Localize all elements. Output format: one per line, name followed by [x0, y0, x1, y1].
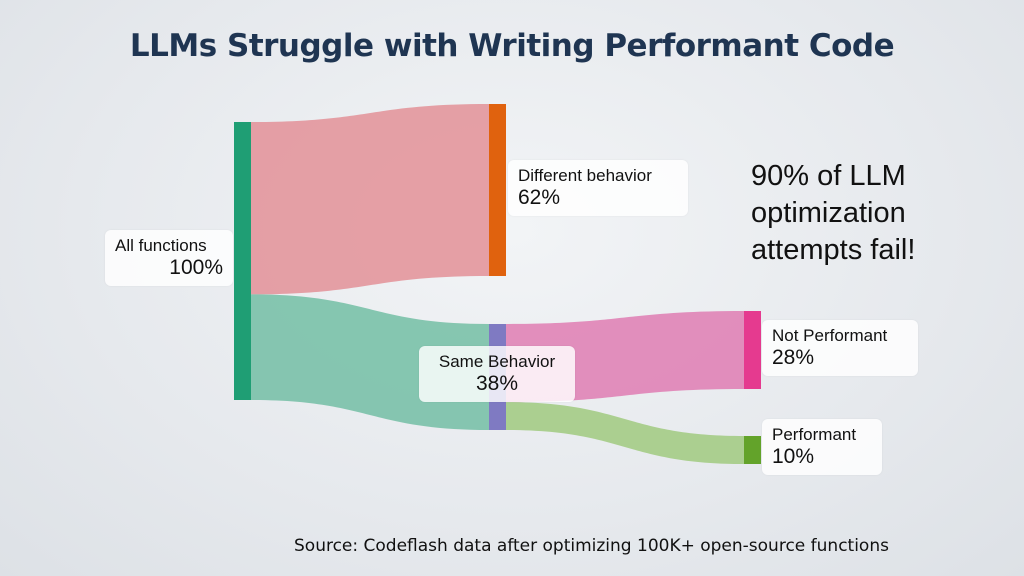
label-performant: Performant 10%: [762, 419, 882, 475]
node-name: All functions: [115, 236, 207, 255]
label-different-behavior: Different behavior 62%: [508, 160, 688, 216]
node-value: 28%: [772, 345, 815, 369]
node-performant: [744, 436, 761, 464]
link-all-to-different-behavior: [251, 104, 489, 295]
node-name: Performant: [772, 425, 857, 444]
source-note: Source: Codeflash data after optimizing …: [294, 536, 889, 556]
page-title: LLMs Struggle with Writing Performant Co…: [129, 28, 895, 64]
node-name: Different behavior: [518, 166, 652, 185]
node-name: Same Behavior: [438, 352, 556, 371]
link-same-to-performant: [506, 402, 744, 464]
label-all-functions: All functions 100%: [105, 230, 233, 286]
label-same-behavior: Same Behavior 38%: [419, 346, 575, 402]
label-not-performant: Not Performant 28%: [762, 320, 918, 376]
node-value: 100%: [169, 255, 223, 279]
node-value: 10%: [772, 444, 815, 468]
callout-line: attempts fail!: [751, 234, 916, 267]
node-value: 62%: [518, 185, 561, 209]
callout-line: 90% of LLM: [751, 160, 906, 192]
node-different-behavior: [489, 104, 506, 276]
callout-text: 90% of LLM optimization attempts fail!: [751, 158, 991, 269]
node-value: 38%: [475, 371, 519, 395]
callout-line: optimization: [751, 197, 906, 230]
node-name: Not Performant: [772, 326, 888, 345]
node-all-functions: [234, 122, 251, 400]
node-not-performant: [744, 311, 761, 389]
